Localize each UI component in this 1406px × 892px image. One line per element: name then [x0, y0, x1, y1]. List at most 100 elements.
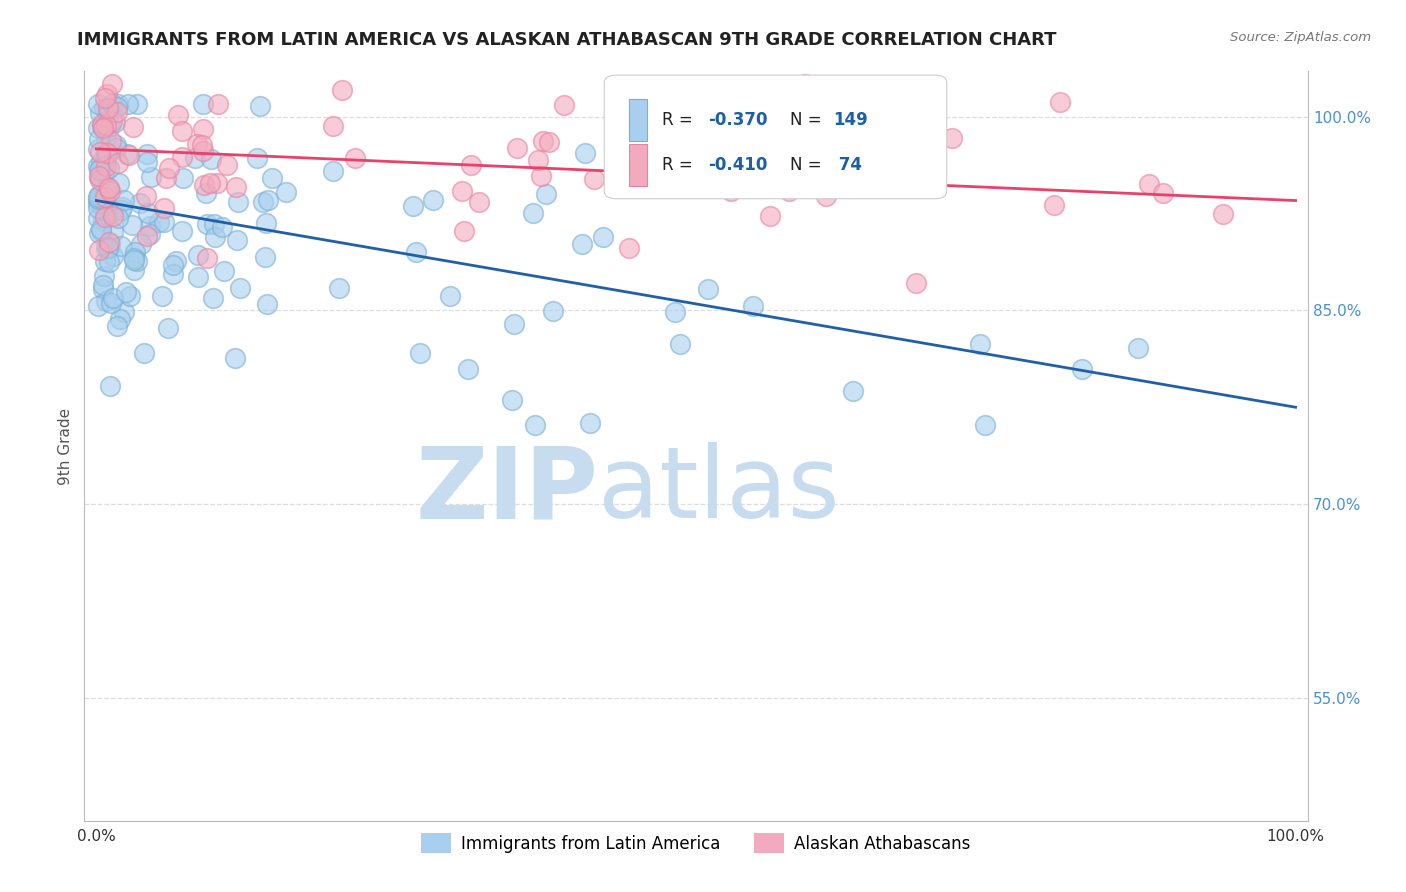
Point	[941, 131, 963, 145]
Point	[91, 277, 114, 292]
Point	[254, 216, 277, 230]
Point	[135, 228, 157, 243]
Point	[104, 141, 127, 155]
Text: R =: R =	[662, 156, 697, 174]
Point	[148, 215, 170, 229]
Point	[89, 145, 111, 159]
Point	[124, 252, 146, 267]
Point	[100, 295, 122, 310]
Point	[86, 201, 108, 215]
Point	[328, 280, 350, 294]
Point	[96, 146, 118, 161]
Point	[541, 303, 564, 318]
Point	[98, 120, 121, 134]
Point	[100, 206, 122, 220]
Point	[759, 209, 782, 223]
Point	[94, 241, 117, 255]
Point	[205, 176, 228, 190]
Point	[87, 298, 110, 312]
Point	[87, 170, 110, 185]
Y-axis label: 9th Grade: 9th Grade	[58, 408, 73, 484]
Point	[1152, 186, 1174, 201]
Point	[127, 96, 149, 111]
Point	[186, 136, 208, 151]
Point	[1212, 207, 1234, 221]
Point	[1137, 177, 1160, 191]
Point	[93, 210, 115, 224]
Point	[136, 147, 159, 161]
Point	[98, 161, 121, 176]
Point	[150, 288, 173, 302]
Point	[157, 161, 180, 175]
Point	[162, 258, 184, 272]
Point	[675, 156, 697, 170]
Point	[96, 180, 118, 194]
Point	[93, 121, 115, 136]
Point	[503, 317, 526, 331]
Point	[122, 263, 145, 277]
Text: IMMIGRANTS FROM LATIN AMERICA VS ALASKAN ATHABASCAN 9TH GRADE CORRELATION CHART: IMMIGRANTS FROM LATIN AMERICA VS ALASKAN…	[77, 31, 1057, 49]
Point	[93, 101, 115, 115]
Point	[172, 224, 194, 238]
Point	[94, 159, 117, 173]
Point	[226, 234, 249, 248]
Point	[225, 180, 247, 194]
Point	[105, 137, 128, 152]
Legend: Immigrants from Latin America, Alaskan Athabascans: Immigrants from Latin America, Alaskan A…	[413, 825, 979, 861]
Point	[98, 255, 121, 269]
Point	[195, 186, 218, 201]
Point	[669, 337, 692, 351]
Point	[696, 282, 718, 296]
Point	[343, 152, 366, 166]
Point	[579, 416, 602, 430]
Point	[256, 297, 278, 311]
Text: N =: N =	[790, 156, 827, 174]
Point	[202, 217, 225, 231]
Point	[574, 145, 596, 160]
Point	[553, 98, 575, 112]
Point	[527, 153, 550, 168]
Point	[96, 87, 118, 101]
Point	[86, 121, 108, 136]
Text: R =: R =	[662, 112, 697, 129]
Point	[98, 236, 121, 251]
Point	[112, 305, 135, 319]
Point	[501, 392, 523, 407]
Point	[531, 134, 554, 148]
Point	[107, 211, 129, 226]
Point	[87, 226, 110, 240]
Point	[90, 192, 112, 206]
Point	[422, 194, 444, 208]
Point	[193, 178, 215, 193]
Point	[139, 170, 162, 185]
Point	[90, 196, 112, 211]
Point	[115, 285, 138, 300]
Point	[86, 211, 108, 226]
Point	[322, 164, 344, 178]
Point	[91, 117, 114, 131]
Point	[103, 292, 125, 306]
Point	[841, 384, 863, 399]
Point	[207, 97, 229, 112]
Point	[94, 151, 117, 165]
Point	[605, 174, 627, 188]
Point	[90, 222, 112, 236]
Point	[506, 141, 529, 155]
Point	[778, 184, 800, 198]
Point	[193, 122, 215, 136]
Point	[1049, 95, 1071, 109]
Point	[184, 151, 207, 165]
Point	[191, 96, 214, 111]
Point	[450, 184, 472, 198]
Point	[135, 155, 157, 169]
Point	[198, 176, 221, 190]
Point	[200, 153, 222, 167]
Point	[152, 215, 174, 229]
Point	[224, 351, 246, 365]
Point	[536, 186, 558, 201]
Point	[86, 190, 108, 204]
Point	[91, 158, 114, 172]
Point	[187, 269, 209, 284]
Point	[139, 219, 162, 233]
Point	[93, 167, 115, 181]
